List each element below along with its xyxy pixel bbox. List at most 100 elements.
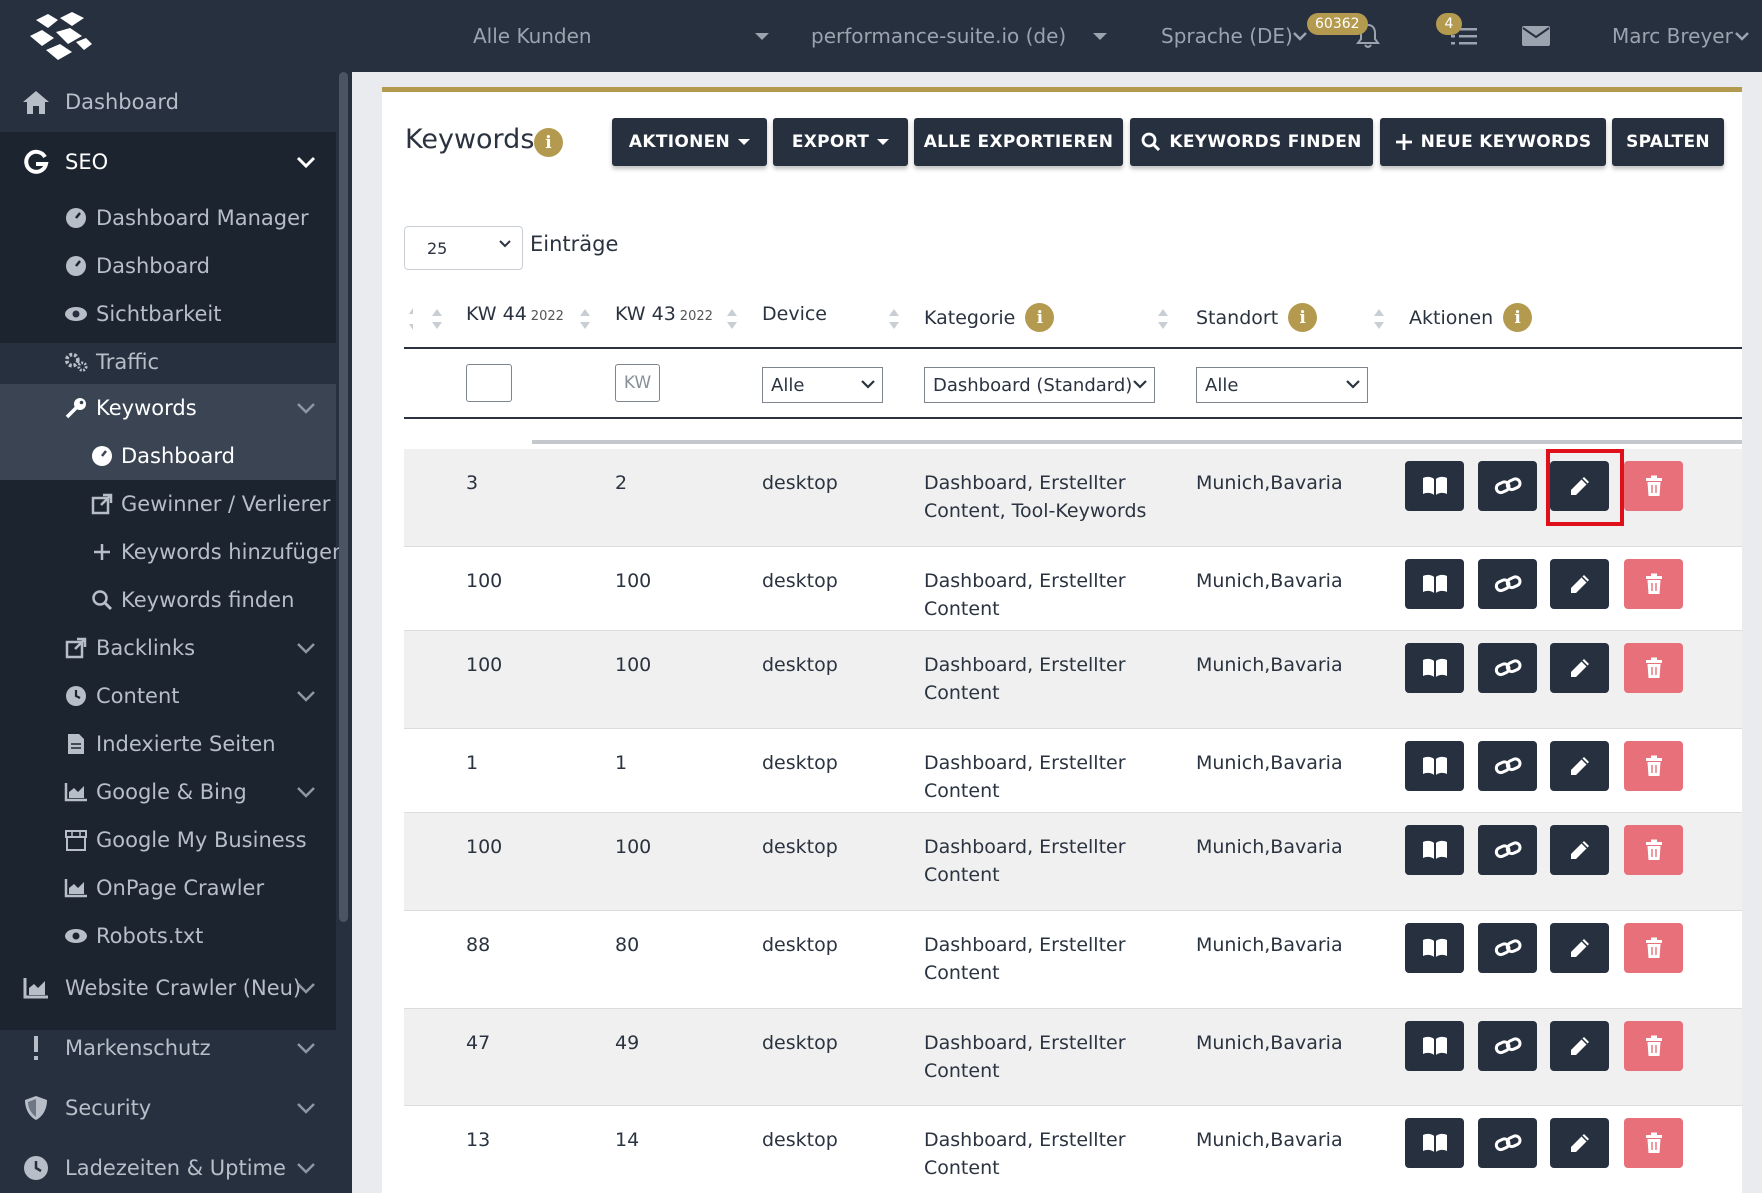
- kategorie-filter-select[interactable]: Dashboard (Standard): [924, 367, 1155, 403]
- edit-button[interactable]: [1550, 559, 1609, 609]
- sidebar-item-ladezeiten[interactable]: Ladezeiten & Uptime: [0, 1138, 336, 1193]
- export-button[interactable]: EXPORT: [773, 118, 908, 166]
- external-link-icon: [90, 492, 114, 516]
- info-icon[interactable]: i: [1288, 303, 1318, 332]
- sort-icon[interactable]: [579, 308, 591, 330]
- info-icon[interactable]: i: [1503, 303, 1533, 332]
- edit-button[interactable]: [1550, 461, 1609, 511]
- kw44-filter-input[interactable]: [466, 364, 512, 402]
- table-row: 3 2 desktop Dashboard, Erstellter Content, T…: [404, 449, 1742, 547]
- column-header-kw43[interactable]: KW 43 2022: [615, 303, 713, 325]
- edit-button[interactable]: [1550, 825, 1609, 875]
- language-select[interactable]: Sprache (DE): [1161, 18, 1311, 54]
- sort-icon[interactable]: [1157, 308, 1169, 330]
- book-icon: [1422, 1036, 1447, 1055]
- sidebar-item-google-bing[interactable]: Google & Bing: [0, 768, 336, 816]
- delete-button[interactable]: [1624, 923, 1683, 973]
- pencil-icon: [1570, 841, 1589, 859]
- sort-icon[interactable]: [1373, 308, 1385, 330]
- delete-button[interactable]: [1624, 559, 1683, 609]
- sidebar-item-seo[interactable]: SEO: [0, 132, 336, 192]
- delete-button[interactable]: [1624, 825, 1683, 875]
- link-icon: [1494, 757, 1521, 775]
- column-header-device[interactable]: Device: [762, 303, 827, 325]
- sidebar-item-dashboard[interactable]: Dashboard: [0, 72, 336, 132]
- customer-select[interactable]: Alle Kunden: [473, 18, 773, 54]
- messages-button[interactable]: [1518, 18, 1554, 54]
- details-button[interactable]: [1405, 461, 1464, 511]
- details-button[interactable]: [1405, 1118, 1464, 1168]
- sidebar-item-content[interactable]: Content: [0, 672, 336, 720]
- column-header-kw44[interactable]: KW 44 2022: [466, 303, 564, 325]
- sidebar-item-robots[interactable]: Robots.txt: [0, 912, 336, 960]
- info-icon[interactable]: i: [1025, 303, 1055, 332]
- delete-button[interactable]: [1624, 461, 1683, 511]
- sort-icon[interactable]: [431, 308, 443, 330]
- sidebar-item-website-crawler[interactable]: Website Crawler (Neu): [0, 958, 336, 1018]
- details-button[interactable]: [1405, 1021, 1464, 1071]
- sidebar-item-traffic[interactable]: Traffic: [0, 338, 336, 386]
- kw43-filter-input[interactable]: KW: [615, 364, 660, 402]
- trash-icon: [1645, 839, 1662, 860]
- sidebar: Dashboard SEO Dashboard Manager Dashboar…: [0, 72, 352, 1193]
- neue-keywords-button[interactable]: NEUE KEYWORDS: [1380, 118, 1606, 166]
- sort-icon[interactable]: [888, 308, 900, 330]
- alle-exportieren-button[interactable]: ALLE EXPORTIEREN: [914, 118, 1123, 166]
- edit-button[interactable]: [1550, 923, 1609, 973]
- delete-button[interactable]: [1624, 1021, 1683, 1071]
- sidebar-item-label: Indexierte Seiten: [96, 732, 276, 756]
- entries-per-page-select[interactable]: 25: [404, 226, 523, 270]
- link-button[interactable]: [1478, 741, 1537, 791]
- brand-logo[interactable]: [28, 12, 94, 62]
- sidebar-item-onpage-crawler[interactable]: OnPage Crawler: [0, 864, 336, 912]
- link-button[interactable]: [1478, 1118, 1537, 1168]
- details-button[interactable]: [1405, 923, 1464, 973]
- info-icon[interactable]: i: [534, 128, 563, 157]
- delete-button[interactable]: [1624, 1118, 1683, 1168]
- column-header-standort[interactable]: Standort i: [1196, 303, 1318, 332]
- sort-icon[interactable]: [409, 308, 413, 330]
- link-button[interactable]: [1478, 643, 1537, 693]
- details-button[interactable]: [1405, 825, 1464, 875]
- sidebar-item-dashboard-manager[interactable]: Dashboard Manager: [0, 194, 336, 242]
- user-menu[interactable]: Marc Breyer: [1612, 18, 1752, 54]
- sidebar-item-sichtbarkeit[interactable]: Sichtbarkeit: [0, 290, 336, 338]
- link-button[interactable]: [1478, 559, 1537, 609]
- sidebar-item-keywords-finden[interactable]: Keywords finden: [0, 576, 336, 624]
- device-filter-select[interactable]: Alle: [762, 367, 883, 403]
- sidebar-item-keywords[interactable]: Keywords: [0, 384, 336, 432]
- sidebar-item-backlinks[interactable]: Backlinks: [0, 624, 336, 672]
- sidebar-item-keywords-dashboard[interactable]: Dashboard: [0, 432, 336, 480]
- column-header-kategorie[interactable]: Kategorie i: [924, 303, 1055, 332]
- sidebar-item-keywords-hinzufuegen[interactable]: Keywords hinzufügen: [0, 528, 345, 576]
- table-horizontal-scrollbar[interactable]: [532, 440, 1742, 444]
- project-select[interactable]: performance-suite.io (de): [811, 18, 1111, 54]
- link-button[interactable]: [1478, 1021, 1537, 1071]
- aktionen-button[interactable]: AKTIONEN: [612, 118, 767, 166]
- details-button[interactable]: [1405, 643, 1464, 693]
- edit-button[interactable]: [1550, 1021, 1609, 1071]
- sidebar-item-indexierte-seiten[interactable]: Indexierte Seiten: [0, 720, 336, 768]
- sidebar-item-google-my-business[interactable]: Google My Business: [0, 816, 336, 864]
- delete-button[interactable]: [1624, 741, 1683, 791]
- edit-button[interactable]: [1550, 741, 1609, 791]
- sidebar-item-markenschutz[interactable]: Markenschutz: [0, 1018, 336, 1078]
- tasks-button[interactable]: [1446, 18, 1482, 54]
- sort-icon[interactable]: [726, 308, 738, 330]
- details-button[interactable]: [1405, 559, 1464, 609]
- link-button[interactable]: [1478, 825, 1537, 875]
- edit-button[interactable]: [1550, 643, 1609, 693]
- sidebar-scrollbar[interactable]: [339, 72, 348, 922]
- chevron-down-icon: [297, 787, 315, 798]
- sidebar-item-gewinner-verlierer[interactable]: Gewinner / Verlierer: [0, 480, 336, 528]
- spalten-button[interactable]: SPALTEN: [1612, 118, 1724, 166]
- sidebar-item-seo-dashboard[interactable]: Dashboard: [0, 242, 336, 290]
- delete-button[interactable]: [1624, 643, 1683, 693]
- edit-button[interactable]: [1550, 1118, 1609, 1168]
- keywords-finden-button[interactable]: KEYWORDS FINDEN: [1130, 118, 1373, 166]
- sidebar-item-security[interactable]: Security: [0, 1078, 336, 1138]
- standort-filter-select[interactable]: Alle: [1196, 367, 1368, 403]
- details-button[interactable]: [1405, 741, 1464, 791]
- link-button[interactable]: [1478, 461, 1537, 511]
- link-button[interactable]: [1478, 923, 1537, 973]
